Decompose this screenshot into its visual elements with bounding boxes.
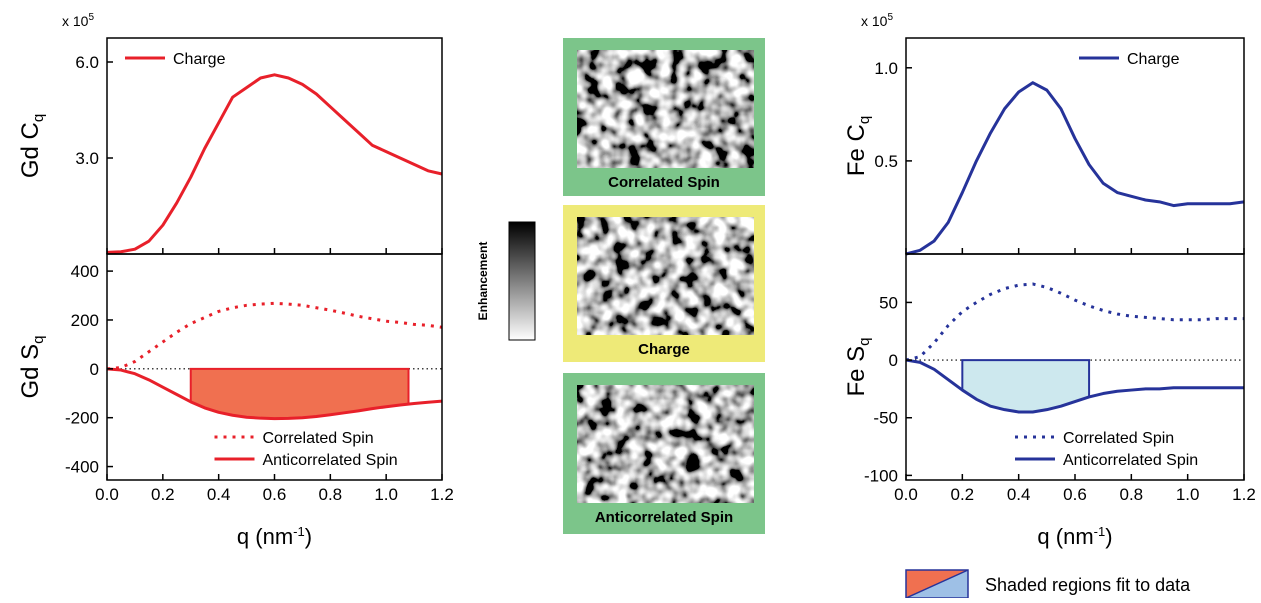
y-tick-label: 0.5 <box>874 152 898 171</box>
y-tick-label: 0 <box>889 351 898 370</box>
colorbar-label: Enhancement <box>476 242 490 321</box>
chart: -100 -50 0 50 0.0 0.2 0.4 0.6 0.8 1.0 1.2 Fe Sq q (n… <box>843 254 1255 549</box>
spin-image <box>577 217 754 335</box>
y-tick-label: 1.0 <box>874 59 898 78</box>
legend-label: Correlated Spin <box>1063 430 1174 447</box>
chart: -400 -200 0 200 400 0.0 0.2 0.4 0.6 0.8 1.0 1.2 Gd S… <box>17 254 453 549</box>
x-axis-label: q (nm-1) <box>237 524 312 549</box>
y-label-text: Gd S <box>17 344 44 399</box>
plot-frame <box>107 38 442 254</box>
x-label-suffix: ) <box>305 524 312 549</box>
y-tick-label: -100 <box>864 466 898 485</box>
spin-image <box>577 50 754 168</box>
figure: 3.06.0x 105Gd CqCharge-400-20002004000.0… <box>0 0 1261 598</box>
y-tick-label: 200 <box>71 311 99 330</box>
legend-label: Charge <box>173 51 226 68</box>
y-tick-label: -400 <box>65 458 99 477</box>
y-tick-label: -200 <box>65 409 99 428</box>
x-tick-label: 0.8 <box>319 485 343 504</box>
x-tick-label: 0.2 <box>151 485 175 504</box>
x-tick-label: 0.6 <box>1063 485 1087 504</box>
panel-label: Anticorrelated Spin <box>595 509 733 526</box>
x-tick-label: 0.2 <box>951 485 975 504</box>
y-tick-label: 400 <box>71 262 99 281</box>
x-label-superscript: -1 <box>293 524 305 539</box>
data-line <box>107 303 442 368</box>
multiplier-base: x 10 <box>62 13 89 29</box>
panel-label: Charge <box>638 341 690 358</box>
y-label-subscript: q <box>856 337 873 345</box>
y-label-subscript: q <box>30 335 47 343</box>
y-tick-label: 6.0 <box>75 53 99 72</box>
y-label-text: Fe C <box>843 124 870 176</box>
chart: 0.5 1.0 x 105 Fe Cq Charge <box>843 12 1244 254</box>
x-tick-label: 1.2 <box>430 485 454 504</box>
axis-multiplier: x 105 <box>861 12 893 29</box>
y-axis-label: Fe Cq <box>843 116 873 176</box>
multiplier-base: x 10 <box>861 13 888 29</box>
y-label-text: Gd C <box>17 122 44 178</box>
x-axis-label: q (nm-1) <box>1037 524 1112 549</box>
y-tick-label: 50 <box>879 293 898 312</box>
legend-label: Charge <box>1127 51 1180 68</box>
y-axis-label: Fe Sq <box>843 337 873 396</box>
data-line <box>906 83 1244 254</box>
x-label-suffix: ) <box>1105 524 1112 549</box>
y-label-subscript: q <box>30 114 47 122</box>
y-axis-label: Gd Cq <box>17 114 47 178</box>
x-tick-label: 1.0 <box>374 485 398 504</box>
x-label-text: q (nm <box>1037 524 1093 549</box>
legend-label: Correlated Spin <box>263 430 374 447</box>
y-tick-label: 3.0 <box>75 149 99 168</box>
multiplier-exponent: 5 <box>887 12 893 23</box>
data-line <box>107 75 442 253</box>
chart: 3.0 6.0 x 105 Gd Cq Charge <box>17 12 442 254</box>
x-label-superscript: -1 <box>1094 524 1106 539</box>
multiplier-exponent: 5 <box>88 12 94 23</box>
shading-legend-text: Shaded regions fit to data <box>985 575 1191 595</box>
plot-frame <box>906 38 1244 254</box>
legend-label: Anticorrelated Spin <box>263 452 398 469</box>
y-tick-label: 0 <box>90 360 99 379</box>
axis-multiplier: x 105 <box>62 12 94 29</box>
colorbar <box>509 222 535 340</box>
y-axis-label: Gd Sq <box>17 335 47 398</box>
x-tick-label: 1.2 <box>1232 485 1256 504</box>
shaded-region <box>191 369 409 419</box>
x-tick-label: 0.6 <box>263 485 287 504</box>
x-label-text: q (nm <box>237 524 293 549</box>
page: 3.06.0x 105Gd CqCharge-400-20002004000.0… <box>0 0 1261 603</box>
legend-label: Anticorrelated Spin <box>1063 452 1198 469</box>
y-label-text: Fe S <box>843 346 870 397</box>
x-tick-label: 0.0 <box>894 485 918 504</box>
x-tick-label: 0.4 <box>207 485 231 504</box>
x-tick-label: 0.8 <box>1120 485 1144 504</box>
x-tick-label: 0.4 <box>1007 485 1031 504</box>
x-tick-label: 1.0 <box>1176 485 1200 504</box>
x-tick-label: 0.0 <box>95 485 119 504</box>
spin-image <box>577 385 754 503</box>
y-tick-label: -50 <box>873 409 898 428</box>
y-label-subscript: q <box>856 116 873 124</box>
panel-label: Correlated Spin <box>608 174 720 191</box>
data-line <box>906 284 1244 360</box>
